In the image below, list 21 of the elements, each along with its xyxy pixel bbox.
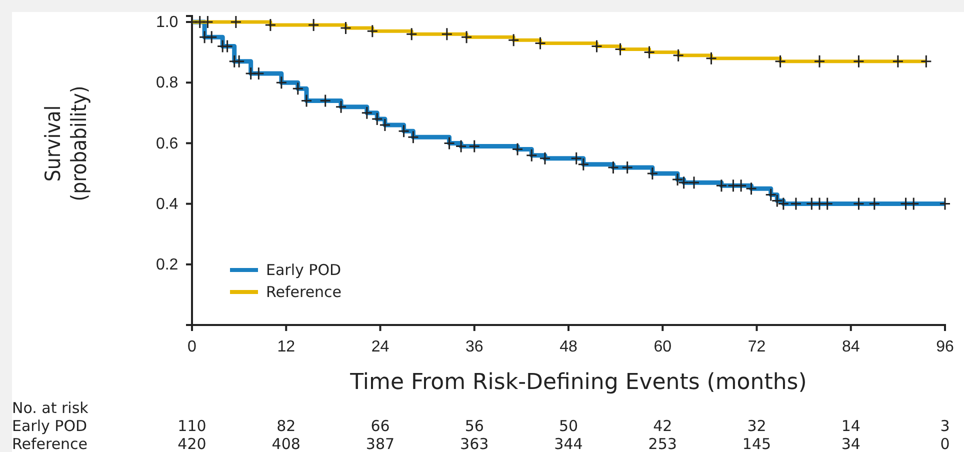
y-tick-label: 0.4 — [156, 196, 178, 213]
text: No. at risk — [12, 399, 89, 417]
x-tick-label: 0 — [188, 338, 197, 356]
x-tick-label: 96 — [936, 338, 954, 356]
y-tick-label: 0.8 — [156, 74, 178, 92]
legend-label: Early POD — [266, 261, 342, 279]
x-tick-label: 24 — [371, 338, 390, 356]
legend-label: Reference — [266, 283, 342, 301]
x-tick-label: 36 — [465, 338, 484, 356]
y-tick-label: 0.2 — [156, 256, 178, 274]
x-tick-label: 72 — [748, 338, 766, 356]
y-tick-label: 1.0 — [156, 14, 178, 32]
x-tick-label: 48 — [560, 338, 578, 356]
text: Reference 420 408 387 363 344 253 145 34 0 — [12, 435, 950, 452]
text: Early POD 110 82 66 56 50 42 32 14 3 — [12, 417, 950, 435]
x-axis-title: Time From Risk-Defining Events (months) — [349, 370, 807, 395]
x-tick-label: 12 — [277, 338, 296, 356]
x-tick-label: 84 — [842, 338, 860, 356]
x-tick-label: 60 — [654, 338, 672, 356]
y-axis-title: Survival (probability) — [41, 86, 91, 202]
y-tick-label: 0.6 — [156, 135, 178, 152]
